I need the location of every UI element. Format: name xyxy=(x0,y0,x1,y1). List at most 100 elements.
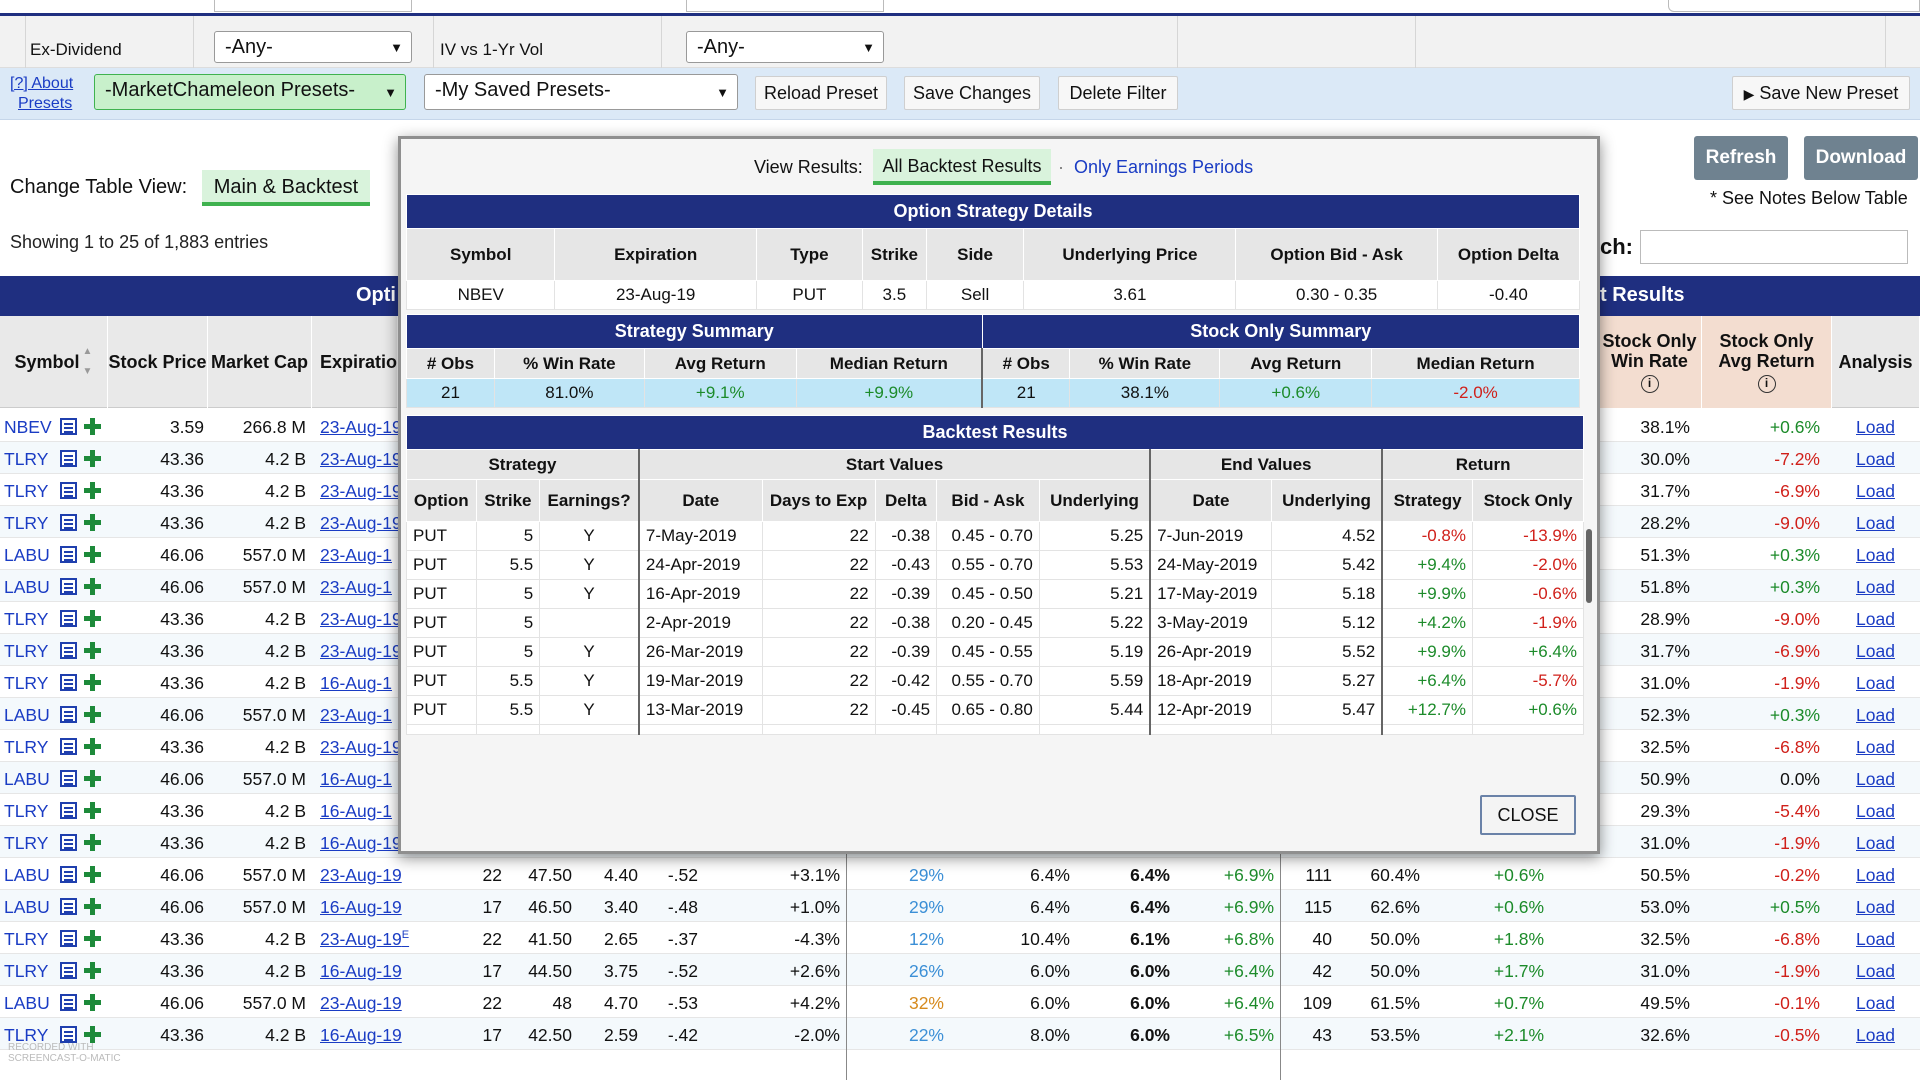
symbol-link[interactable]: LABU xyxy=(4,865,50,885)
col-stock-win[interactable]: Stock Only Win Rate i xyxy=(1598,316,1702,408)
close-button[interactable]: CLOSE xyxy=(1480,795,1576,835)
load-link[interactable]: Load xyxy=(1856,865,1895,885)
document-icon[interactable] xyxy=(60,834,77,851)
document-icon[interactable] xyxy=(60,546,77,563)
symbol-link[interactable]: TLRY xyxy=(4,449,49,469)
expiration-link[interactable]: 23-Aug-1 xyxy=(320,577,392,597)
col-market-cap[interactable]: Market Cap xyxy=(208,316,312,408)
load-link[interactable]: Load xyxy=(1856,801,1895,821)
add-icon[interactable] xyxy=(84,546,101,563)
save-changes-button[interactable]: Save Changes xyxy=(904,76,1040,110)
document-icon[interactable] xyxy=(60,802,77,819)
symbol-link[interactable]: TLRY xyxy=(4,481,49,501)
load-link[interactable]: Load xyxy=(1856,961,1895,981)
symbol-link[interactable]: TLRY xyxy=(4,1025,49,1045)
document-icon[interactable] xyxy=(60,898,77,915)
expiration-link[interactable]: 16-Aug-19 xyxy=(320,961,402,981)
expiration-link[interactable]: 16-Aug-1 xyxy=(320,801,392,821)
info-icon[interactable]: i xyxy=(1757,375,1776,393)
add-icon[interactable] xyxy=(84,898,101,915)
add-icon[interactable] xyxy=(84,642,101,659)
refresh-button[interactable]: Refresh xyxy=(1694,136,1788,180)
expiration-link[interactable]: 23-Aug-19 xyxy=(320,865,402,885)
expiration-link[interactable]: 23-Aug-19 xyxy=(320,481,402,501)
document-icon[interactable] xyxy=(60,578,77,595)
symbol-link[interactable]: TLRY xyxy=(4,961,49,981)
search-input[interactable] xyxy=(1640,230,1908,264)
col-stock-price[interactable]: Stock Price xyxy=(108,316,208,408)
symbol-link[interactable]: TLRY xyxy=(4,513,49,533)
load-link[interactable]: Load xyxy=(1856,833,1895,853)
load-link[interactable]: Load xyxy=(1856,769,1895,789)
add-icon[interactable] xyxy=(84,994,101,1011)
load-link[interactable]: Load xyxy=(1856,577,1895,597)
modal-scrollbar[interactable] xyxy=(1586,529,1592,603)
document-icon[interactable] xyxy=(60,866,77,883)
load-link[interactable]: Load xyxy=(1856,481,1895,501)
iv-select[interactable]: -Any- ▼ xyxy=(686,31,884,63)
symbol-link[interactable]: LABU xyxy=(4,705,50,725)
add-icon[interactable] xyxy=(84,802,101,819)
expiration-link[interactable]: 23-Aug-19 xyxy=(320,513,402,533)
symbol-link[interactable]: TLRY xyxy=(4,801,49,821)
expiration-link[interactable]: 16-Aug-19 xyxy=(320,897,402,917)
load-link[interactable]: Load xyxy=(1856,897,1895,917)
load-link[interactable]: Load xyxy=(1856,673,1895,693)
document-icon[interactable] xyxy=(60,514,77,531)
load-link[interactable]: Load xyxy=(1856,737,1895,757)
load-link[interactable]: Load xyxy=(1856,1025,1895,1045)
delete-filter-button[interactable]: Delete Filter xyxy=(1058,76,1178,110)
expiration-link[interactable]: 23-Aug-19 xyxy=(320,449,402,469)
document-icon[interactable] xyxy=(60,610,77,627)
document-icon[interactable] xyxy=(60,418,77,435)
add-icon[interactable] xyxy=(84,866,101,883)
my-presets-select[interactable]: -My Saved Presets- ▼ xyxy=(424,74,738,110)
symbol-link[interactable]: TLRY xyxy=(4,673,49,693)
add-icon[interactable] xyxy=(84,578,101,595)
col-stock-avg[interactable]: Stock Only Avg Return i xyxy=(1702,316,1832,408)
expiration-link[interactable]: 23-Aug-1 xyxy=(320,545,392,565)
load-link[interactable]: Load xyxy=(1856,513,1895,533)
symbol-link[interactable]: TLRY xyxy=(4,641,49,661)
expiration-link[interactable]: 23-Aug-19 xyxy=(320,641,402,661)
expiration-link[interactable]: 16-Aug-1 xyxy=(320,769,392,789)
symbol-link[interactable]: NBEV xyxy=(4,417,52,437)
expiration-link[interactable]: 23-Aug-19 xyxy=(320,993,402,1013)
about-presets-link[interactable]: [?] About Presets xyxy=(10,74,73,114)
document-icon[interactable] xyxy=(60,930,77,947)
add-icon[interactable] xyxy=(84,738,101,755)
save-new-preset-button[interactable]: ▶ Save New Preset xyxy=(1732,76,1910,110)
document-icon[interactable] xyxy=(60,450,77,467)
symbol-link[interactable]: LABU xyxy=(4,993,50,1013)
symbol-link[interactable]: LABU xyxy=(4,769,50,789)
load-link[interactable]: Load xyxy=(1856,417,1895,437)
add-icon[interactable] xyxy=(84,706,101,723)
symbol-link[interactable]: TLRY xyxy=(4,737,49,757)
expiration-link[interactable]: 16-Aug-1 xyxy=(320,673,392,693)
load-link[interactable]: Load xyxy=(1856,641,1895,661)
add-icon[interactable] xyxy=(84,930,101,947)
document-icon[interactable] xyxy=(60,738,77,755)
info-icon[interactable]: i xyxy=(1640,375,1659,393)
document-icon[interactable] xyxy=(60,962,77,979)
expiration-link[interactable]: 23-Aug-1 xyxy=(320,705,392,725)
load-link[interactable]: Load xyxy=(1856,993,1895,1013)
reload-preset-button[interactable]: Reload Preset xyxy=(755,76,887,110)
document-icon[interactable] xyxy=(60,674,77,691)
document-icon[interactable] xyxy=(60,482,77,499)
expiration-link[interactable]: 23-Aug-19 xyxy=(320,737,402,757)
download-button[interactable]: Download xyxy=(1804,136,1918,180)
ex-dividend-select[interactable]: -Any- ▼ xyxy=(214,31,412,63)
mc-presets-select[interactable]: -MarketChameleon Presets- ▼ xyxy=(94,74,406,110)
add-icon[interactable] xyxy=(84,482,101,499)
symbol-link[interactable]: TLRY xyxy=(4,929,49,949)
document-icon[interactable] xyxy=(60,994,77,1011)
col-expiration[interactable]: Expiratio xyxy=(312,316,398,408)
load-link[interactable]: Load xyxy=(1856,705,1895,725)
expiration-link[interactable]: 23-Aug-19 xyxy=(320,417,402,437)
add-icon[interactable] xyxy=(84,674,101,691)
symbol-link[interactable]: LABU xyxy=(4,545,50,565)
tab-main-backtest[interactable]: Main & Backtest xyxy=(202,170,370,206)
tab-all-backtest[interactable]: All Backtest Results xyxy=(873,149,1051,185)
expiration-link[interactable]: 23-Aug-19 xyxy=(320,609,402,629)
